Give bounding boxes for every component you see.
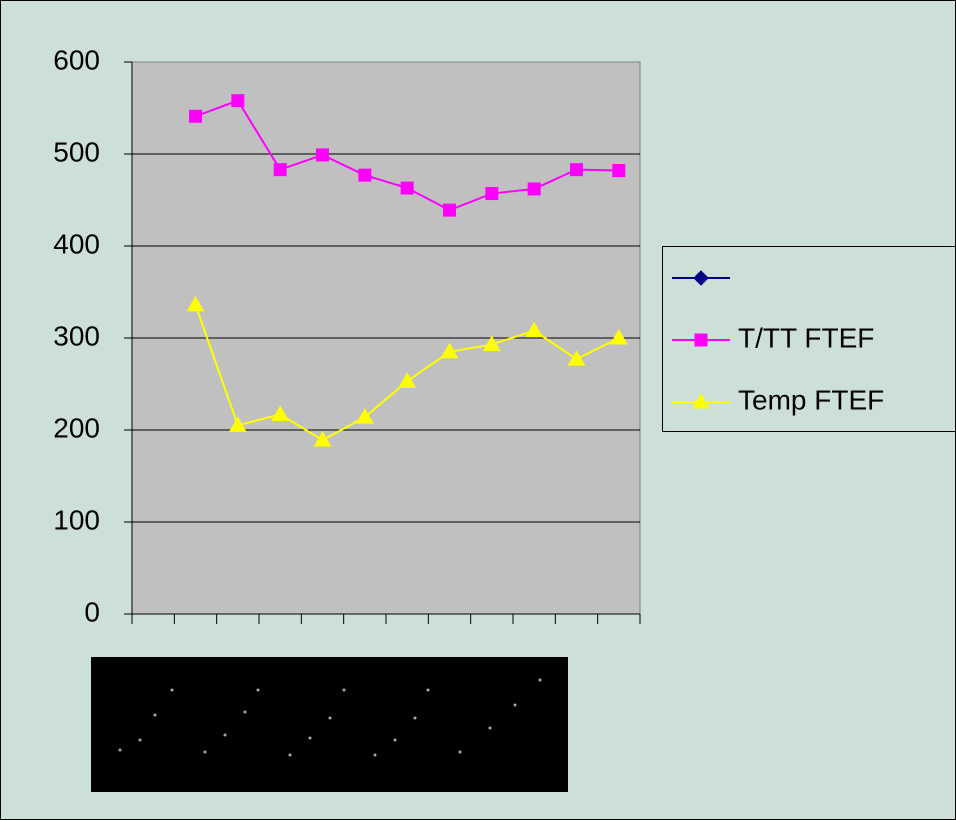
legend-marker [695, 334, 707, 346]
point [613, 165, 625, 177]
y-tick-label: 600 [53, 44, 100, 75]
point [401, 182, 413, 194]
legend-label: T/TT FTEF [738, 322, 874, 353]
y-tick-label: 0 [84, 596, 100, 627]
y-tick-label: 500 [53, 136, 100, 167]
point [274, 164, 286, 176]
point [317, 149, 329, 161]
point [232, 95, 244, 107]
y-tick-label: 100 [53, 504, 100, 535]
point [190, 110, 202, 122]
y-tick-label: 200 [53, 412, 100, 443]
chart: 0 100 200 300 400 500 600 T/TT FTEF Temp FTEF [0, 0, 956, 820]
point [486, 188, 498, 200]
y-tick-label: 400 [53, 228, 100, 259]
point [444, 204, 456, 216]
point [359, 169, 371, 181]
y-tick-label: 300 [53, 320, 100, 351]
point [528, 183, 540, 195]
point [571, 164, 583, 176]
image-placeholder [91, 657, 568, 792]
legend-label: Temp FTEF [738, 384, 884, 415]
